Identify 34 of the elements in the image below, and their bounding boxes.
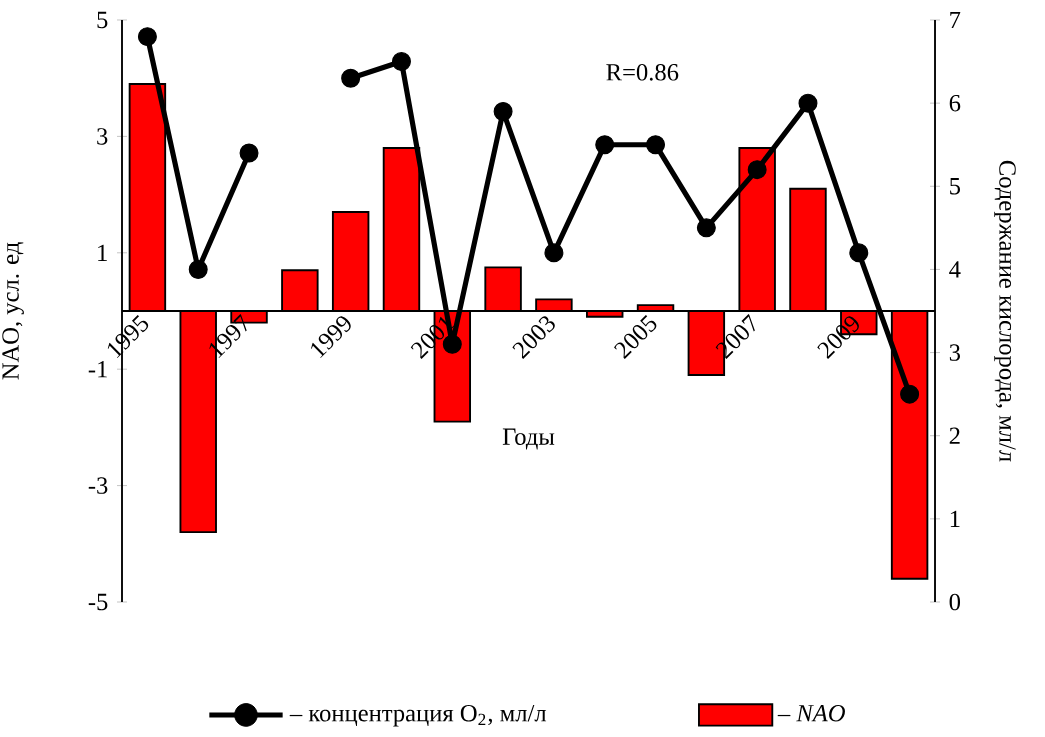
y2-tick-label: 7	[950, 11, 961, 29]
point	[391, 52, 411, 72]
y-tick-label: 5	[97, 11, 108, 29]
y2-tick-label: 6	[949, 94, 961, 112]
y2-tick-label: 5	[950, 178, 960, 195]
point	[900, 384, 920, 404]
point	[849, 243, 869, 263]
y2-tick-label: 0	[949, 593, 961, 611]
point	[341, 68, 361, 88]
point	[544, 243, 564, 263]
y-tick-label: -3	[88, 477, 108, 494]
y-tick-label: 3	[97, 128, 108, 145]
x-axis-title: Годы	[502, 428, 555, 450]
legend-label: – NAO	[777, 704, 845, 722]
point	[239, 143, 259, 163]
y-axis-title: NAO, усл. ед	[2, 242, 24, 380]
y-tick-label: -5	[88, 593, 108, 611]
y2-axis-title: Содержание кислорода, мл/л	[994, 160, 1016, 462]
point	[696, 218, 716, 238]
point	[646, 135, 666, 155]
y2-tick-label: 4	[949, 261, 961, 278]
y2-tick-label: 1	[950, 510, 960, 527]
y2-tick-label: 3	[949, 344, 960, 361]
point	[747, 160, 767, 180]
point	[188, 259, 208, 279]
legend-label: – концентрация O$_{2}$, мл/л	[289, 704, 547, 727]
y-tick-label: 1	[98, 244, 107, 261]
point	[137, 27, 157, 47]
point	[595, 135, 615, 155]
annotation: R=0.86	[606, 64, 679, 81]
point	[798, 93, 818, 113]
y-tick-label: -1	[88, 361, 107, 378]
point	[493, 101, 513, 121]
y2-tick-label: 2	[949, 427, 960, 444]
